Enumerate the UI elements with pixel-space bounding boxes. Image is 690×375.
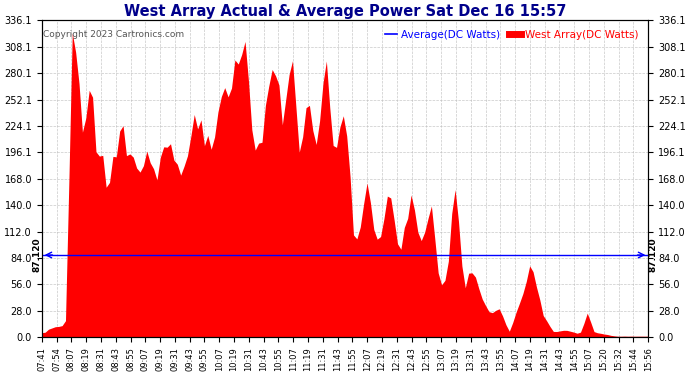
Text: Copyright 2023 Cartronics.com: Copyright 2023 Cartronics.com	[43, 30, 184, 39]
Text: 87.120: 87.120	[649, 238, 658, 272]
Title: West Array Actual & Average Power Sat Dec 16 15:57: West Array Actual & Average Power Sat De…	[124, 4, 566, 19]
Text: 87.120: 87.120	[32, 238, 41, 272]
Legend: Average(DC Watts), West Array(DC Watts): Average(DC Watts), West Array(DC Watts)	[380, 26, 643, 44]
